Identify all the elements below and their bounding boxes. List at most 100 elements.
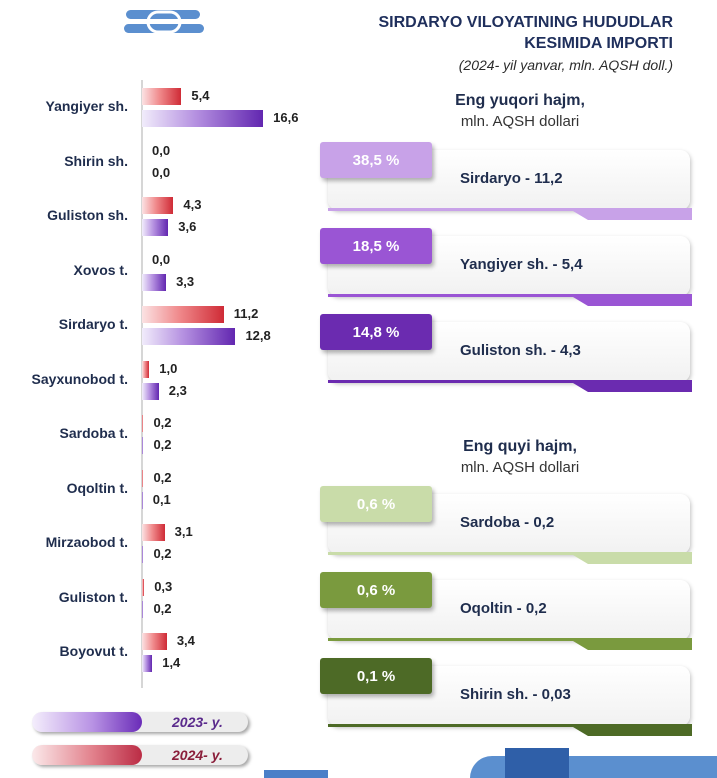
bar-value-label: 5,4 (191, 88, 210, 103)
bar-y24 (142, 88, 182, 105)
bar-value-label: 11,2 (233, 306, 259, 321)
bar-value-label: 0,1 (152, 491, 171, 507)
top-section-heading: Eng yuqori hajm, mln. AQSH dollari (400, 90, 640, 132)
bar-y23 (142, 219, 169, 236)
bar-y23 (142, 437, 144, 454)
top_section-card: 18,5 % Yangiyer sh. - 5,4 (320, 228, 692, 312)
card-label: Yangiyer sh. - 5,4 (460, 256, 583, 273)
bar-y24 (142, 469, 144, 487)
bar-y24 (142, 415, 144, 432)
category-label: Sayxunobod t. (31, 370, 128, 387)
bar-value-label: 3,6 (178, 219, 197, 234)
bottom-heading-unit: mln. AQSH dollari (460, 459, 580, 476)
card-underline (328, 294, 692, 297)
card-wedge-shape (568, 724, 692, 736)
card-underline (328, 552, 692, 555)
bar-value-label: 0,2 (153, 437, 172, 452)
bar-value-label: 2,3 (168, 382, 187, 398)
bottom_section-card: 0,1 % Shirin sh. - 0,03 (320, 658, 692, 742)
bar-value-label: 3,3 (176, 273, 195, 289)
bar-value-label: 0,2 (153, 546, 172, 561)
bar-value-label: 4,3 (183, 197, 202, 212)
card-underline (328, 638, 692, 641)
bar-value-label: 1,0 (159, 360, 178, 376)
bar-y23 (142, 273, 167, 291)
top_section-card: 38,5 % Sirdaryo - 11,2 (320, 142, 692, 226)
bar-y24 (142, 197, 174, 214)
bar-value-label: 0,0 (152, 164, 171, 180)
card-label: Guliston sh. - 4,3 (460, 342, 581, 359)
title-block: SIRDARYO VILOYATINING HUDUDLAR KESIMIDA … (378, 12, 673, 76)
bar-y24 (142, 306, 224, 323)
top_section-card: 14,8 % Guliston sh. - 4,3 (320, 314, 692, 398)
category-label: Sirdaryo t. (58, 316, 128, 332)
category-label: Mirzaobod t. (45, 534, 128, 550)
bar-y23 (142, 328, 236, 345)
legend-swatch-2024 (32, 745, 142, 765)
bar-value-label: 0,0 (152, 251, 171, 267)
top-heading-text: Eng yuqori hajm, (455, 92, 585, 109)
card-label: Oqoltin - 0,2 (460, 600, 547, 617)
category-label: Xovos t. (73, 261, 128, 278)
bar-chart: Yangiyer sh. 5,4 16,6 Shirin sh. 0,0 0,0 Gulis… (0, 0, 300, 700)
top-heading-unit: mln. AQSH dollari (460, 113, 580, 130)
bar-value-label: 0,2 (153, 415, 172, 430)
footer-deco-left (264, 770, 328, 778)
bar-y23 (142, 600, 144, 618)
card-wedge-shape (568, 638, 692, 650)
legend-label-2023: 2023- y. (172, 714, 223, 730)
card-percent-badge: 0,1 % (320, 658, 432, 694)
bar-value-label: 1,4 (162, 655, 181, 670)
bar-value-label: 12,8 (245, 328, 271, 343)
category-label: Boyovut t. (59, 643, 128, 659)
logo-icon (124, 10, 204, 34)
card-percent-badge: 18,5 % (320, 228, 432, 264)
card-percent-badge: 14,8 % (320, 314, 432, 350)
category-label: Guliston t. (58, 588, 128, 605)
bar-y23 (142, 546, 144, 563)
card-label: Sardoba - 0,2 (460, 514, 555, 531)
bar-value-label: 0,3 (154, 578, 173, 594)
card-underline (328, 724, 692, 727)
card-wedge-shape (568, 552, 692, 564)
card-underline (328, 380, 692, 383)
bar-value-label: 16,6 (273, 110, 299, 125)
footer-deco-block (505, 748, 569, 778)
bar-y24 (142, 360, 150, 378)
bar-value-label: 0,2 (153, 600, 172, 616)
bar-y24 (142, 524, 165, 541)
card-percent-badge: 38,5 % (320, 142, 432, 178)
legend-label-2024: 2024- y. (172, 747, 223, 763)
category-label: Oqoltin t. (66, 479, 128, 496)
bottom_section-card: 0,6 % Sardoba - 0,2 (320, 486, 692, 570)
bar-y23 (142, 491, 143, 509)
category-label: Sardoba t. (59, 425, 128, 441)
card-wedge-shape (568, 380, 692, 392)
bar-value-label: 3,4 (176, 633, 195, 648)
bar-value-label: 0,2 (153, 469, 172, 485)
bar-y24 (142, 578, 145, 596)
card-label: Sirdaryo - 11,2 (460, 170, 563, 187)
bottom-section-heading: Eng quyi hajm, mln. AQSH dollari (400, 436, 640, 478)
page-title-line1: SIRDARYO VILOYATINING HUDUDLAR (378, 14, 673, 31)
category-label: Yangiyer sh. (45, 98, 128, 114)
category-label: Guliston sh. (47, 207, 128, 223)
card-label: Shirin sh. - 0,03 (460, 686, 571, 703)
bar-value-label: 0,0 (152, 142, 171, 158)
page-subtitle: (2024- yil yanvar, mln. AQSH doll.) (458, 57, 673, 73)
legend-swatch-2023 (32, 712, 142, 732)
bar-y23 (142, 110, 264, 127)
legend-item-2023: 2023- y. (32, 712, 248, 732)
card-percent-badge: 0,6 % (320, 486, 432, 522)
card-wedge-shape (568, 294, 692, 306)
bottom_section-card: 0,6 % Oqoltin - 0,2 (320, 572, 692, 656)
card-percent-badge: 0,6 % (320, 572, 432, 608)
bottom-heading-text: Eng quyi hajm, (463, 438, 577, 455)
page-title-line2: KESIMIDA IMPORTI (524, 35, 673, 52)
legend-item-2024: 2024- y. (32, 745, 248, 765)
bar-value-label: 3,1 (174, 524, 193, 539)
category-label: Shirin sh. (64, 152, 128, 169)
card-underline (328, 208, 692, 211)
bar-y23 (142, 655, 153, 672)
bar-y24 (142, 633, 167, 650)
